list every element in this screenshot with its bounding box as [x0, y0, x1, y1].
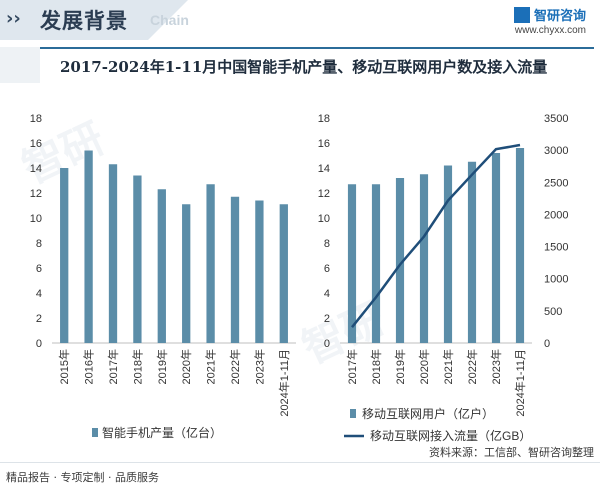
chart-area: 0 2 4 6 8 10 12 14 16 18 2015年 2016年 2017年 2018年 2019年… [0, 88, 600, 453]
right-chart-y2-tick: 0 [544, 338, 550, 350]
right-chart-x-tick: 2022年 [465, 349, 479, 384]
left-chart-x-tick: 2017年 [106, 349, 120, 384]
source-note: 资料来源：工信部、智研咨询整理 [429, 446, 594, 459]
left-chart-x-tick: 2024年1-11月 [277, 349, 291, 417]
left-chart-bar [255, 200, 264, 343]
traffic-line [351, 143, 521, 328]
left-chart-x-tick: 2023年 [252, 349, 266, 384]
left-chart-y-tick: 14 [30, 163, 42, 175]
right-chart-bar [491, 153, 501, 343]
header: ›› 发展背景 Chain 智研咨询 www.chyxx.com [0, 0, 600, 44]
right-chart-bar [467, 161, 477, 343]
right-chart-bar [419, 174, 429, 343]
legend-label-users: 移动互联网用户（亿户） [362, 406, 494, 421]
section-subtitle: Chain [150, 12, 189, 28]
left-chart-bar [157, 189, 166, 343]
right-chart-x-tick: 2021年 [441, 349, 455, 384]
left-chart-x-tick: 2015年 [57, 349, 71, 384]
right-chart-y-tick: 16 [318, 138, 330, 150]
left-chart-bar [230, 196, 240, 343]
left-chart-bar [206, 184, 215, 343]
left-chart-x-tick: 2021年 [204, 349, 218, 384]
brand-logo-icon [513, 6, 530, 23]
footer: 精品报告 · 专项定制 · 品质服务 资料来源：工信部、智研咨询整理 [0, 446, 600, 487]
right-chart-x-tick: 2020年 [417, 349, 431, 384]
chevron-icon: ›› [6, 8, 21, 29]
left-chart-x-tick: 2019年 [155, 349, 169, 384]
right-chart-y2-tick: 2000 [544, 209, 568, 221]
legend-swatch-users [350, 409, 356, 418]
header-band [0, 0, 148, 40]
right-chart-x-tick: 2017年 [345, 349, 359, 384]
left-chart-bar [133, 175, 142, 343]
legend-label-production: 智能手机产量（亿台） [102, 425, 222, 440]
right-chart-y-tick: 14 [318, 163, 330, 175]
right-chart-bar [443, 165, 453, 343]
right-chart-y-tick: 0 [324, 338, 330, 350]
left-chart-y-tick: 8 [36, 238, 42, 250]
right-chart-y-tick: 2 [324, 313, 330, 325]
title-box: 2017-2024年1-11月中国智能手机产量、移动互联网用户数及接入流量 [0, 47, 594, 85]
brand-url: www.chyxx.com [514, 25, 586, 36]
left-chart-x-tick: 2018年 [130, 349, 144, 384]
left-chart-y-tick: 0 [36, 338, 42, 350]
right-chart-x-tick: 2023年 [489, 349, 503, 384]
left-chart-bar [182, 204, 191, 343]
header-band-tip [148, 0, 188, 40]
left-chart-y-tick: 4 [36, 288, 42, 300]
left-chart-y-tick: 16 [30, 138, 42, 150]
left-chart-bar [108, 164, 118, 343]
right-chart-x-tick: 2018年 [369, 349, 383, 384]
brand-name: 智研咨询 [533, 9, 586, 24]
right-chart-y-tick: 18 [318, 113, 330, 125]
legend-label-traffic: 移动互联网接入流量（亿GB） [370, 428, 531, 443]
right-chart-bar [515, 148, 525, 343]
left-chart-y-tick: 6 [36, 263, 42, 275]
right-chart-y2-tick: 3000 [544, 145, 568, 157]
left-chart-y-tick: 18 [30, 113, 42, 125]
section-title: 发展背景 [40, 8, 128, 33]
left-chart-y-tick: 10 [30, 213, 42, 225]
left-chart-x-tick: 2020年 [179, 349, 193, 384]
right-chart-y-tick: 4 [324, 288, 330, 300]
left-chart-y-tick: 12 [30, 188, 42, 200]
right-chart-y2-tick: 3500 [544, 113, 568, 125]
right-chart-y-tick: 10 [318, 213, 330, 225]
right-chart-bar [347, 184, 357, 343]
right-chart-y2-tick: 1000 [544, 274, 568, 286]
right-chart-bar [371, 184, 381, 343]
left-chart-x-tick: 2016年 [82, 349, 96, 384]
right-chart-y-tick: 8 [324, 238, 330, 250]
charts-svg: 0 2 4 6 8 10 12 14 16 18 2015年 2016年 2017年 2018年 2019年… [30, 113, 569, 443]
left-chart-bar [60, 168, 69, 343]
right-chart-x-tick: 2024年1-11月 [513, 349, 527, 417]
right-chart-y2-tick: 1500 [544, 242, 568, 254]
right-chart-y-tick: 12 [318, 188, 330, 200]
right-chart-bar [395, 178, 405, 343]
left-chart-y-tick: 2 [36, 313, 42, 325]
right-chart-y2-tick: 500 [544, 306, 562, 318]
footer-tagline: 精品报告 · 专项定制 · 品质服务 [6, 471, 159, 484]
legend-swatch-production [92, 428, 98, 437]
right-chart-x-tick: 2019年 [393, 349, 407, 384]
left-chart-x-tick: 2022年 [228, 349, 242, 384]
right-chart-y2-tick: 2500 [544, 177, 568, 189]
left-chart-bar [84, 150, 93, 343]
left-chart-bar [279, 204, 288, 343]
brand: 智研咨询 www.chyxx.com [513, 4, 586, 36]
chart-title: 2017-2024年1-11月中国智能手机产量、移动互联网用户数及接入流量 [60, 58, 548, 76]
right-chart-y-tick: 6 [324, 263, 330, 275]
